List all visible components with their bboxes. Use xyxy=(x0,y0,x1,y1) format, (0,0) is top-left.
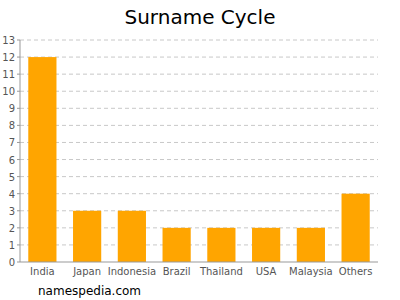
bar xyxy=(207,228,235,262)
y-tick-label: 5 xyxy=(9,172,15,183)
bar xyxy=(342,194,370,262)
y-tick-label: 2 xyxy=(9,223,15,234)
grid-line xyxy=(20,176,378,177)
grid-line xyxy=(20,193,378,194)
bar xyxy=(297,228,325,262)
chart-container: Surname Cycle012345678910111213IndiaJapa… xyxy=(0,0,400,300)
y-tick-label: 13 xyxy=(2,35,15,46)
y-axis xyxy=(20,40,21,262)
bar xyxy=(252,228,280,262)
y-tick-label: 3 xyxy=(9,206,15,217)
bar xyxy=(73,211,101,262)
grid-line xyxy=(20,159,378,160)
grid-line xyxy=(20,125,378,126)
x-tick-label: India xyxy=(30,266,55,277)
y-tick-label: 9 xyxy=(9,103,15,114)
x-tick-label: Thailand xyxy=(199,266,243,277)
grid-line xyxy=(20,108,378,109)
x-tick-label: Others xyxy=(339,266,373,277)
source: namespedia.com xyxy=(38,284,141,298)
grid-line xyxy=(20,57,378,58)
y-tick-label: 11 xyxy=(2,69,15,80)
y-tick-label: 12 xyxy=(2,52,15,63)
grid-line xyxy=(20,91,378,92)
y-tick-label: 7 xyxy=(9,137,15,148)
y-tick-label: 1 xyxy=(9,240,15,251)
chart-svg: Surname Cycle012345678910111213IndiaJapa… xyxy=(0,0,400,300)
y-tick-label: 8 xyxy=(9,120,15,131)
y-tick-label: 0 xyxy=(9,257,15,268)
grid-line xyxy=(20,74,378,75)
bars xyxy=(28,57,369,262)
bar xyxy=(163,228,191,262)
y-tick-label: 10 xyxy=(2,86,15,97)
x-tick-label: Malaysia xyxy=(289,266,333,277)
x-tick-label: Brazil xyxy=(163,266,191,277)
x-axis xyxy=(20,262,378,263)
x-tick-label: Indonesia xyxy=(108,266,156,277)
grid-line xyxy=(20,142,378,143)
title: Surname Cycle xyxy=(125,5,276,29)
y-tick-label: 6 xyxy=(9,155,15,166)
bar xyxy=(28,57,56,262)
x-tick-label: Japan xyxy=(72,266,101,277)
grid-line xyxy=(20,40,378,41)
y-tick-label: 4 xyxy=(9,189,15,200)
x-tick-label: USA xyxy=(256,266,277,277)
bar xyxy=(118,211,146,262)
